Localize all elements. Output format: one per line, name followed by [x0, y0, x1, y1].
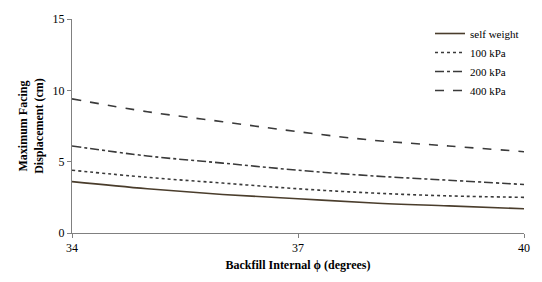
svg-text:34: 34	[66, 241, 78, 255]
svg-text:100 kPa: 100 kPa	[470, 47, 506, 59]
svg-text:5: 5	[59, 155, 65, 169]
svg-text:400 kPa: 400 kPa	[470, 85, 506, 97]
svg-text:Maximum FacingDisplacement (cm: Maximum FacingDisplacement (cm)	[16, 78, 46, 174]
svg-text:self weight: self weight	[470, 28, 519, 40]
svg-text:40: 40	[518, 241, 530, 255]
svg-text:15: 15	[53, 12, 65, 26]
svg-text:200 kPa: 200 kPa	[470, 66, 506, 78]
svg-text:10: 10	[53, 84, 65, 98]
svg-text:37: 37	[292, 241, 304, 255]
svg-text:0: 0	[59, 226, 65, 240]
svg-text:Backfill Internal ϕ (degrees): Backfill Internal ϕ (degrees)	[226, 258, 371, 272]
